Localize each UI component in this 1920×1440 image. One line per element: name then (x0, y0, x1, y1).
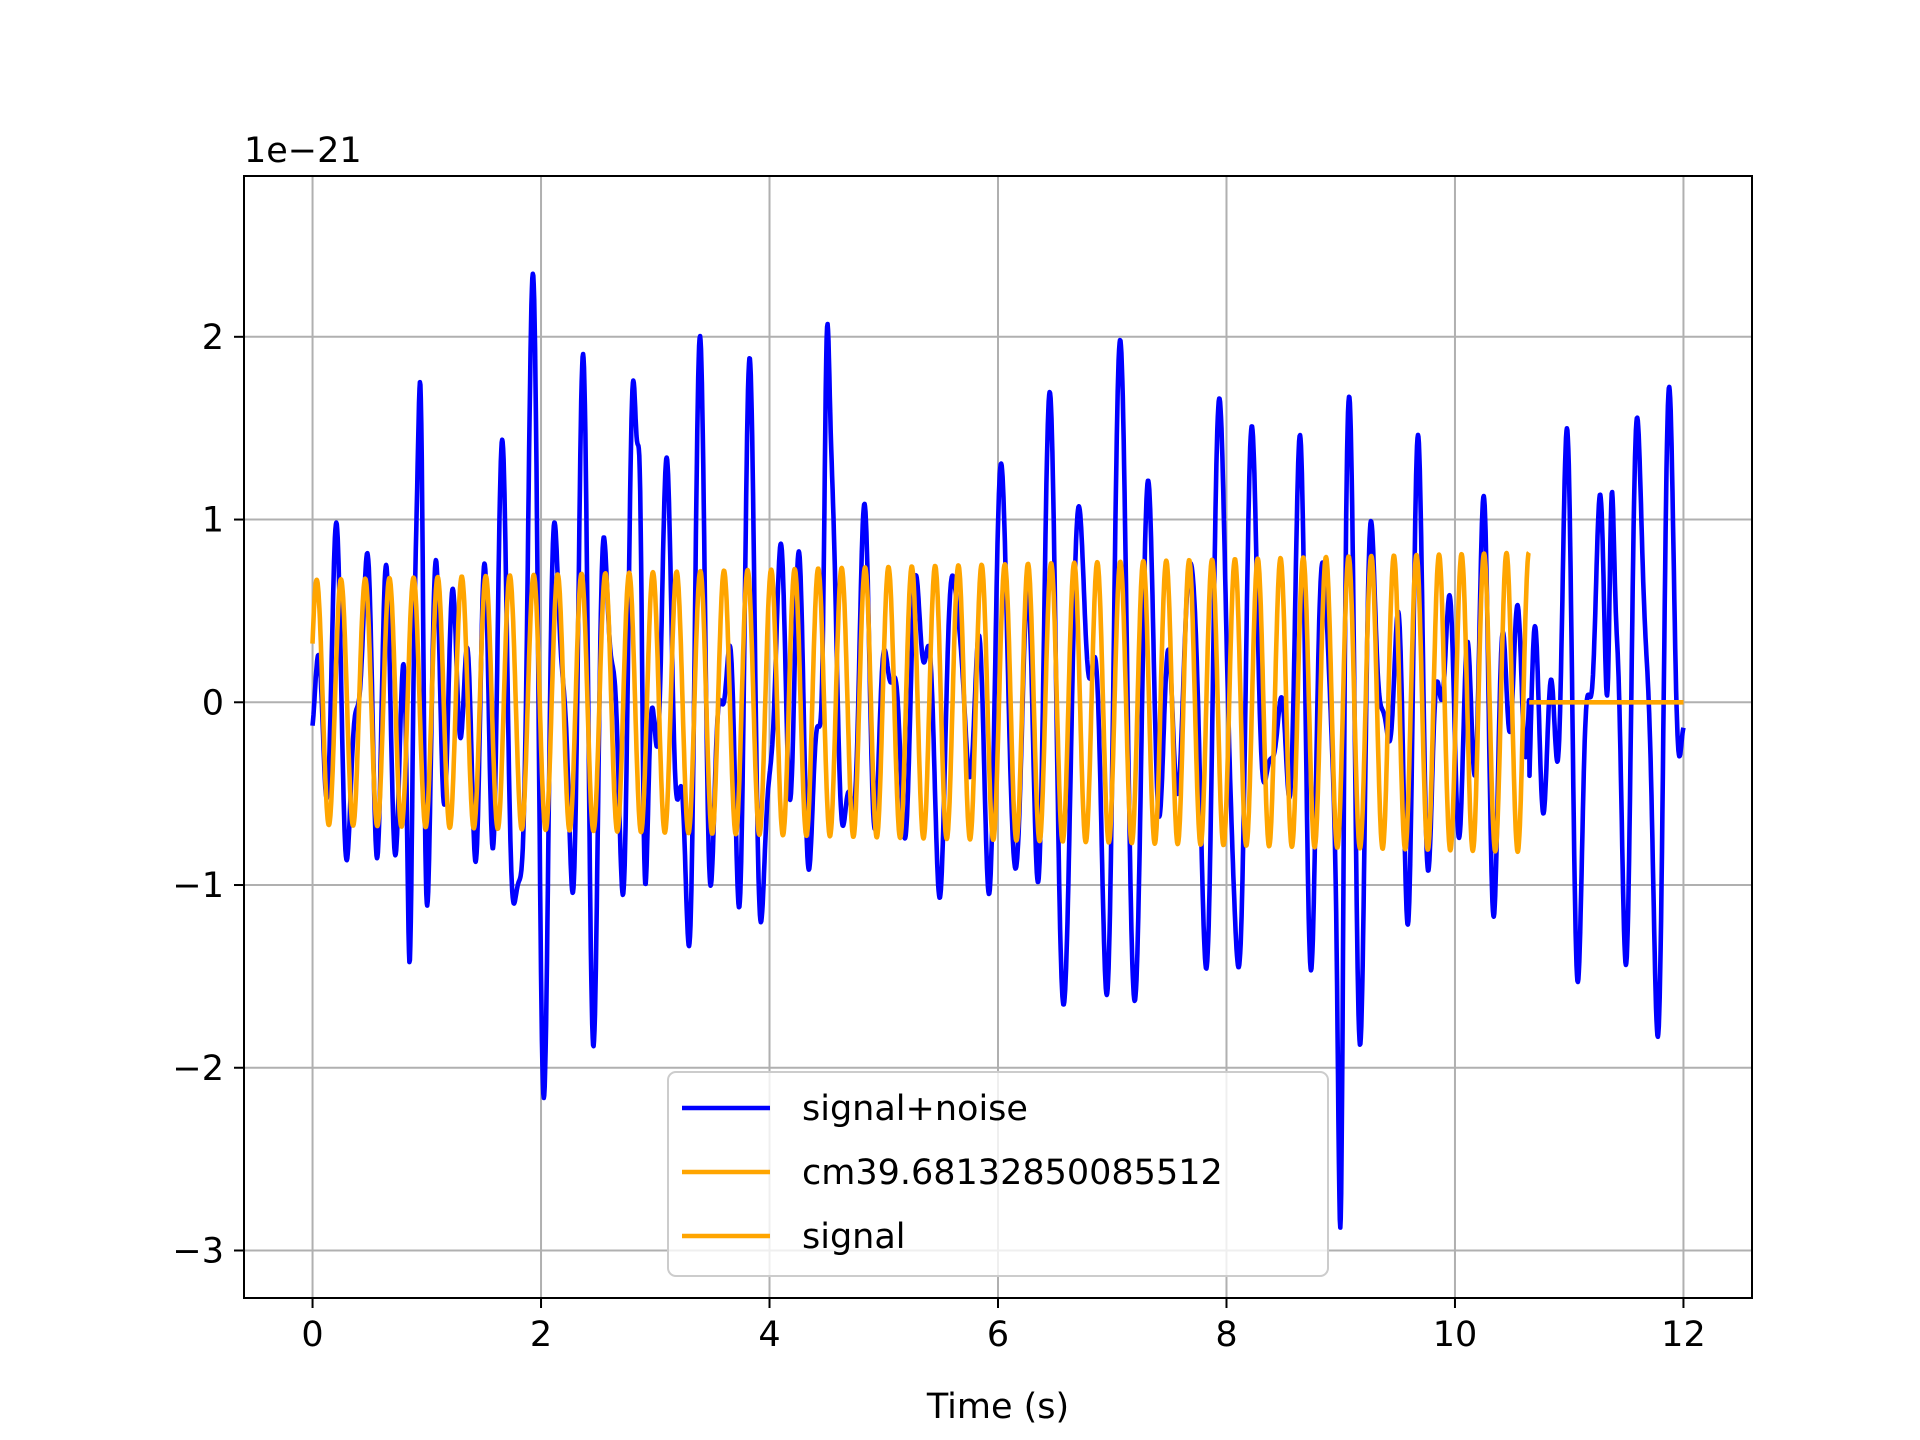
y-tick-label: 1 (202, 501, 224, 541)
legend-label-signal: signal (802, 1217, 906, 1257)
x-tick-label: 0 (301, 1315, 323, 1355)
x-tick-label: 12 (1661, 1315, 1706, 1355)
offset-label: 1e−21 (244, 131, 362, 171)
x-axis-label: Time (s) (926, 1387, 1069, 1427)
x-tick-label: 6 (987, 1315, 1009, 1355)
legend-box (667, 1071, 1329, 1277)
legend-label-signal-noise: signal+noise (802, 1089, 1028, 1129)
y-tick-label: −2 (172, 1049, 224, 1089)
y-tick-label: −3 (172, 1231, 224, 1271)
legend: signal+noise cm39.68132850085512 signal (667, 1071, 1329, 1277)
x-tick-label: 4 (758, 1315, 780, 1355)
x-tick-label: 8 (1215, 1315, 1237, 1355)
series-layer (310, 271, 1686, 1230)
x-tick-label: 10 (1433, 1315, 1478, 1355)
series-cm-line (310, 550, 1531, 855)
y-tick-label: 2 (202, 318, 224, 358)
x-tick-label: 2 (530, 1315, 552, 1355)
y-tick-label: 0 (202, 683, 224, 723)
y-tick-label: −1 (172, 866, 224, 906)
legend-label-cm: cm39.68132850085512 (802, 1153, 1223, 1193)
